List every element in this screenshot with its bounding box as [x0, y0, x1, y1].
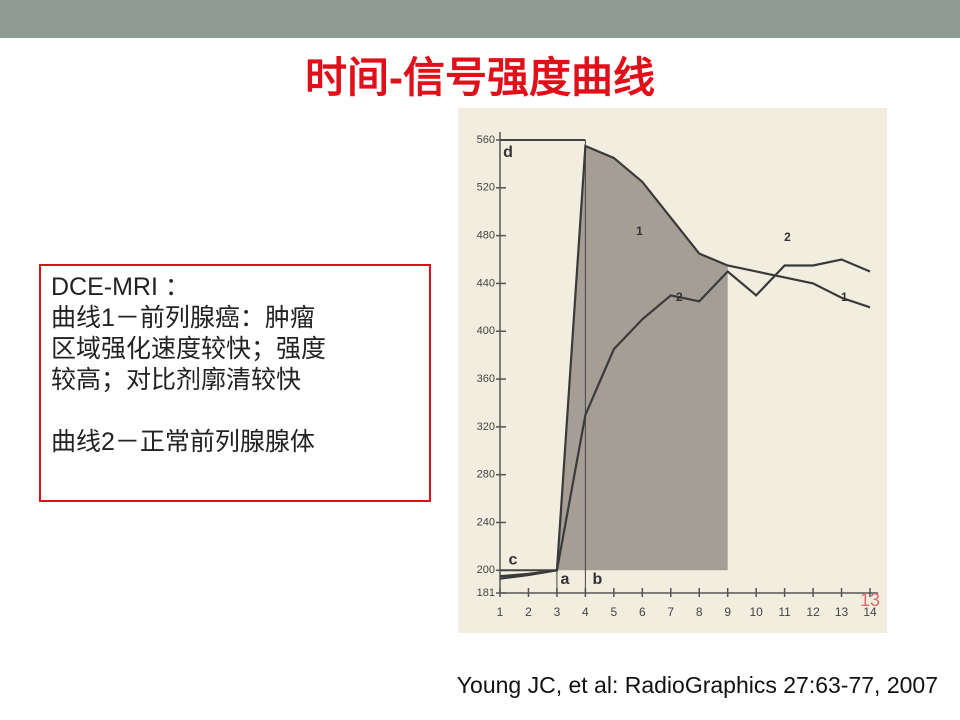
y-tick-label: 240: [477, 516, 495, 528]
y-tick-label: 181: [477, 587, 495, 599]
x-tick-label: 8: [696, 605, 703, 619]
x-tick-label: 4: [582, 605, 589, 619]
text-line: DCE-MRI ：: [51, 273, 190, 301]
text-line: 曲线2－正常前列腺腺体: [51, 428, 315, 456]
x-tick-label: 12: [806, 605, 820, 619]
x-tick-label: 10: [749, 605, 763, 619]
text-box: DCE-MRI ： 曲线1－前列腺癌：肿瘤 区域强化速度较快；强度 较高；对比剂廓清较…: [39, 264, 431, 502]
series-label: 1: [636, 224, 643, 238]
y-tick-label: 440: [477, 277, 495, 289]
y-tick-label: 480: [477, 230, 495, 242]
y-tick-label: 200: [477, 564, 495, 576]
x-tick-label: 7: [667, 605, 674, 619]
text-line: 曲线1－前列腺癌：肿瘤: [51, 304, 315, 332]
annotation: c: [509, 552, 518, 569]
slide-title: 时间-信号强度曲线: [305, 54, 655, 101]
y-tick-label: 560: [477, 134, 495, 146]
x-tick-label: 2: [525, 605, 532, 619]
line-series: [499, 144, 871, 580]
annotation: d: [503, 144, 513, 161]
page-number: 13: [860, 590, 880, 610]
line-series: [499, 258, 871, 578]
x-tick-label: 13: [835, 605, 849, 619]
x-tick-label: 9: [724, 605, 731, 619]
y-tick-label: 320: [477, 421, 495, 433]
x-tick-label: 11: [778, 605, 791, 619]
series-label: 1: [841, 290, 848, 304]
annotation: b: [592, 571, 602, 588]
x-tick-label: 1: [497, 605, 504, 619]
shaded-region: [557, 145, 728, 571]
text-line: 区域强化速度较快；强度: [51, 335, 327, 363]
header-band: [0, 0, 960, 38]
text-line: 较高；对比剂廓清较快: [51, 366, 302, 394]
series-label: 2: [676, 290, 683, 304]
annotation: a: [560, 571, 569, 588]
series-label: 2: [784, 230, 791, 244]
x-tick-label: 14: [863, 605, 877, 619]
y-tick-label: 520: [477, 182, 495, 194]
y-tick-label: 280: [477, 469, 495, 481]
x-tick-label: 3: [554, 605, 561, 619]
x-tick-label: 5: [611, 605, 618, 619]
y-tick-label: 360: [477, 373, 495, 385]
citation: Young JC, et al: RadioGraphics 27:63-77,…: [456, 672, 938, 698]
y-tick-label: 400: [477, 325, 495, 337]
x-tick-label: 6: [639, 605, 646, 619]
